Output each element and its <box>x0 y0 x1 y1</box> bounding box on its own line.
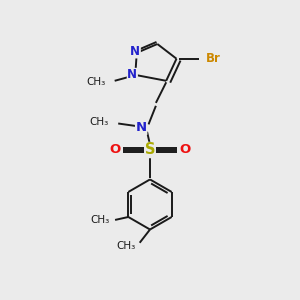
Text: O: O <box>180 143 191 157</box>
Text: Br: Br <box>206 52 221 65</box>
Text: S: S <box>145 142 155 158</box>
Text: N: N <box>130 45 140 58</box>
Text: CH₃: CH₃ <box>89 117 109 127</box>
Text: N: N <box>136 122 147 134</box>
Text: CH₃: CH₃ <box>116 241 135 251</box>
Text: N: N <box>127 68 137 81</box>
Text: CH₃: CH₃ <box>87 77 106 87</box>
Text: CH₃: CH₃ <box>90 215 109 225</box>
Text: O: O <box>109 143 120 157</box>
